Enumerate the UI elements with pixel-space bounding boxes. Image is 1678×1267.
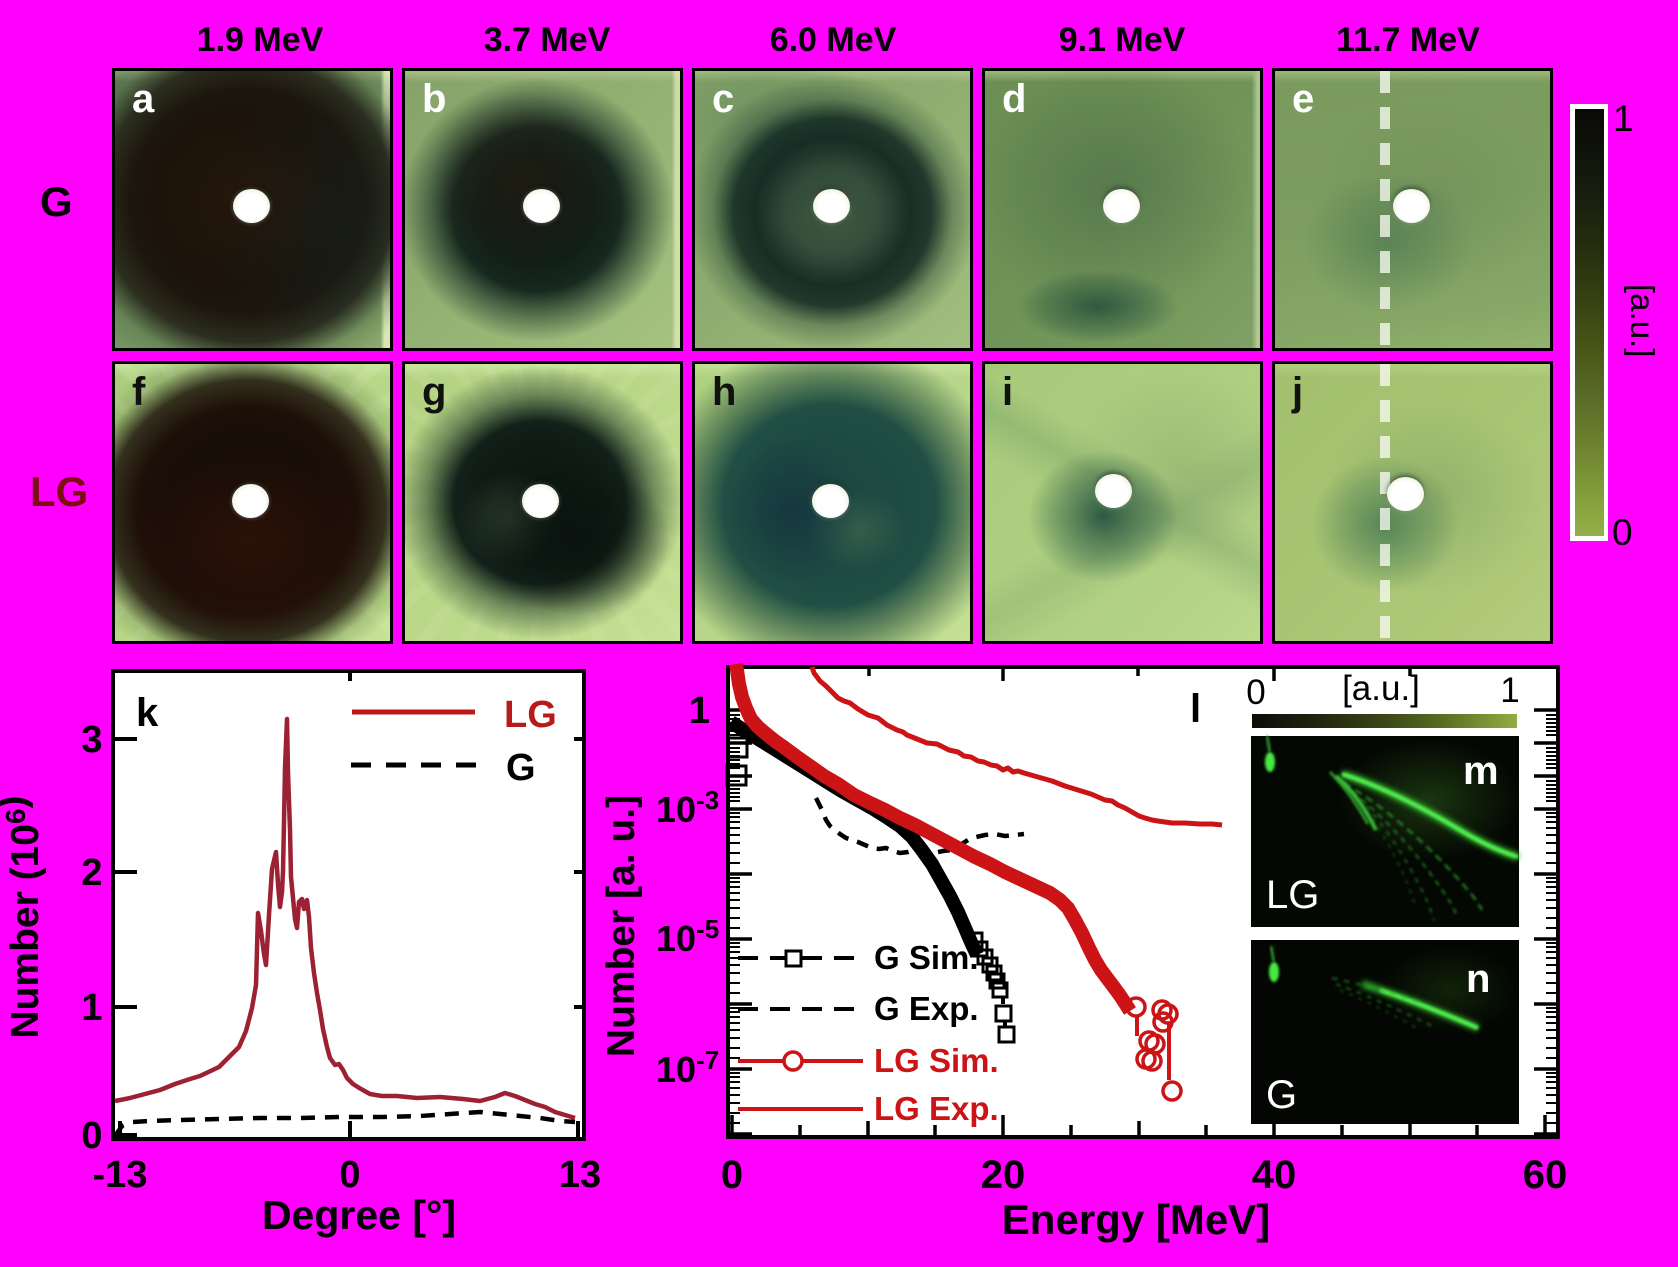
svg-text:Number (106): Number (106) (0, 795, 47, 1038)
svg-text:l: l (1190, 687, 1201, 731)
svg-text:0: 0 (81, 1115, 102, 1157)
svg-text:G Sim.: G Sim. (874, 939, 979, 976)
svg-text:1: 1 (1500, 671, 1519, 710)
svg-text:1: 1 (689, 690, 710, 732)
svg-text:20: 20 (981, 1153, 1026, 1197)
svg-text:G: G (1266, 1073, 1297, 1117)
svg-text:1: 1 (81, 987, 102, 1029)
svg-text:3: 3 (81, 719, 102, 761)
svg-text:40: 40 (1252, 1153, 1297, 1197)
svg-text:G: G (506, 747, 536, 789)
svg-text:LG Sim.: LG Sim. (874, 1042, 999, 1079)
svg-text:10-7: 10-7 (656, 1045, 719, 1090)
svg-text:0: 0 (339, 1154, 360, 1196)
svg-text:Degree [°]: Degree [°] (262, 1192, 456, 1238)
svg-text:k: k (136, 691, 159, 735)
svg-text:0: 0 (721, 1153, 743, 1197)
svg-text:G Exp.: G Exp. (874, 990, 979, 1027)
svg-text:2: 2 (81, 852, 102, 894)
svg-text:LG: LG (504, 694, 557, 736)
svg-text:13: 13 (559, 1154, 601, 1196)
svg-text:0: 0 (1246, 673, 1265, 712)
svg-text:[a.u.]: [a.u.] (1342, 669, 1420, 708)
svg-text:60: 60 (1523, 1153, 1568, 1197)
svg-text:n: n (1466, 957, 1490, 1001)
svg-text:10-3: 10-3 (656, 785, 719, 830)
svg-text:Energy [MeV]: Energy [MeV] (1002, 1196, 1270, 1243)
svg-text:-13: -13 (93, 1154, 148, 1196)
svg-text:Number [a. u.]: Number [a. u.] (600, 795, 643, 1057)
svg-text:LG Exp.: LG Exp. (874, 1090, 999, 1127)
svg-text:10-5: 10-5 (656, 914, 719, 959)
svg-text:LG: LG (1266, 873, 1319, 917)
svg-text:m: m (1463, 749, 1499, 793)
